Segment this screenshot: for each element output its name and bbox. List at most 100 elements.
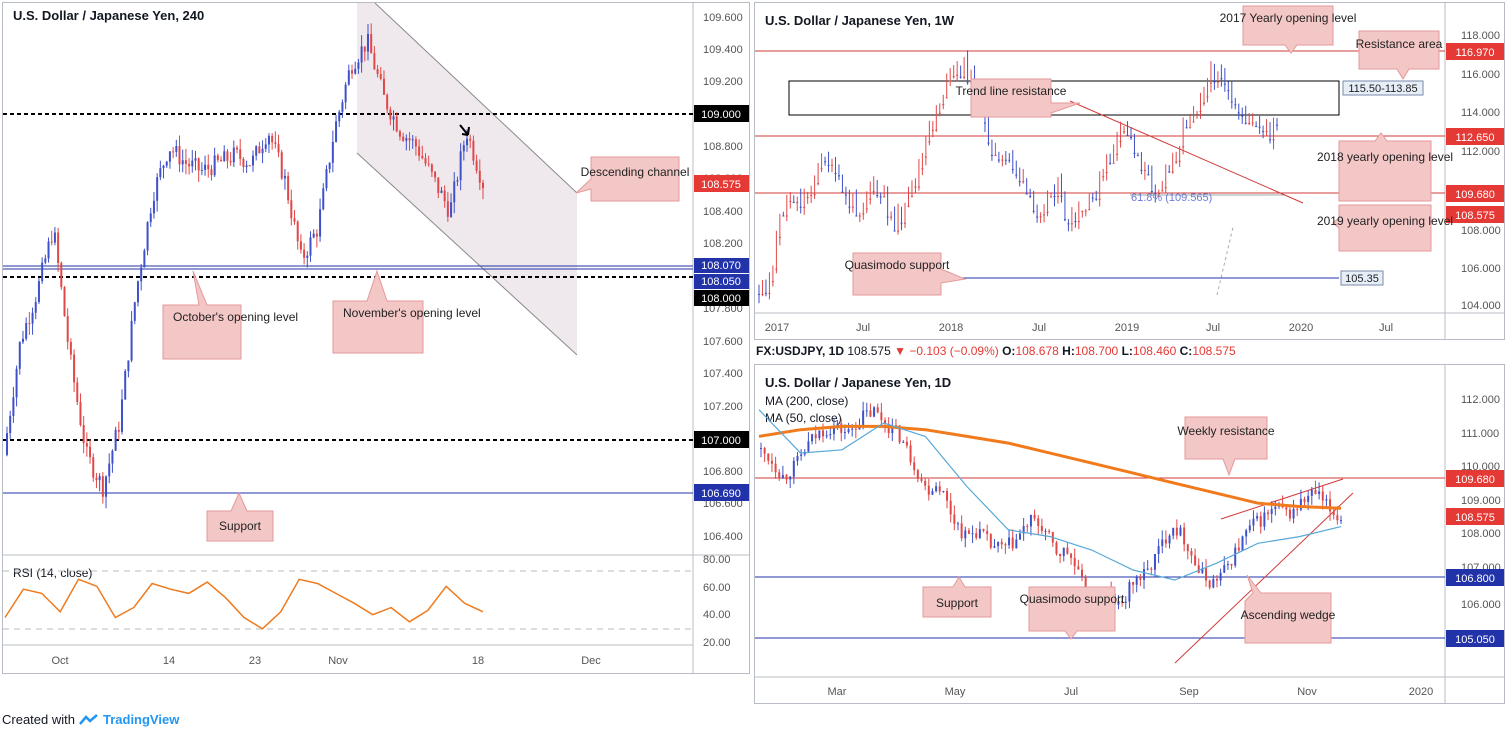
svg-text:Quasimodo support: Quasimodo support	[1020, 592, 1125, 606]
candle-body	[760, 447, 762, 449]
tag-107000: 107.000	[701, 435, 741, 447]
candle-body	[130, 320, 133, 361]
header-symbol: FX:USDJPY, 1D	[756, 344, 845, 358]
candle-body	[12, 397, 15, 416]
candle-body	[1062, 547, 1065, 557]
y-tick-label: 104.000	[1461, 300, 1501, 312]
candle-body	[1314, 490, 1317, 495]
candle-body	[1192, 121, 1195, 123]
h4-chart-panel[interactable]: U.S. Dollar / Japanese Yen, 240 109.600 1…	[2, 2, 750, 674]
svg-text:2018 yearly opening level: 2018 yearly opening level	[1317, 150, 1453, 164]
svg-text:Descending channel: Descending channel	[581, 165, 690, 179]
candle-body	[1153, 553, 1156, 570]
candle-body	[1150, 568, 1153, 570]
h4-title: U.S. Dollar / Japanese Yen, 240	[13, 8, 204, 23]
candle-body	[1004, 544, 1007, 546]
daily-x-axis: Mar May Jul Sep Nov 2020	[828, 686, 1434, 698]
candle-body	[466, 138, 469, 146]
candle-body	[1032, 210, 1035, 212]
candle-body	[891, 425, 894, 434]
candle-body	[886, 216, 889, 218]
candle-body	[117, 429, 120, 432]
svg-text:Support: Support	[219, 519, 262, 533]
candle-body	[1178, 160, 1181, 162]
candle-body	[1050, 196, 1053, 198]
daily-chart-panel[interactable]: U.S. Dollar / Japanese Yen, 1D MA (200, …	[754, 364, 1505, 704]
candle-body	[1237, 547, 1240, 551]
candle-body	[1258, 126, 1261, 128]
candle-body	[1212, 579, 1215, 588]
candle-body	[105, 476, 108, 497]
candle-body	[1039, 216, 1042, 218]
candle-body	[820, 168, 823, 170]
dtag-105050: 105.050	[1455, 634, 1495, 646]
header-c-label: C:	[1179, 344, 1193, 358]
candle-body	[152, 200, 155, 214]
candle-body	[913, 462, 916, 471]
candle-body	[883, 196, 886, 198]
candle-body	[770, 460, 773, 464]
candle-body	[1015, 174, 1018, 176]
candle-body	[990, 155, 993, 157]
candle-body	[799, 206, 802, 208]
candle-body	[389, 109, 392, 120]
candle-body	[1140, 169, 1143, 171]
candle-body	[854, 428, 857, 430]
candle-body	[1033, 514, 1036, 519]
candle-body	[822, 430, 825, 437]
candle-body	[213, 155, 216, 176]
candle-body	[21, 338, 24, 343]
candle-body	[1037, 518, 1040, 526]
candle-body	[101, 476, 104, 497]
candle-body	[949, 80, 952, 82]
candle-body	[792, 202, 795, 204]
candle-body	[261, 148, 264, 154]
candle-body	[983, 122, 986, 124]
footer-brand[interactable]: TradingView	[102, 712, 180, 727]
candle-body	[905, 441, 908, 446]
candle-body	[1179, 527, 1182, 536]
candle-body	[768, 292, 771, 294]
candle-body	[1126, 134, 1129, 136]
svg-text:20.00: 20.00	[703, 637, 731, 649]
candle-body	[847, 429, 850, 433]
candle-body	[848, 206, 851, 208]
candle-body	[924, 480, 927, 486]
h4-chart-svg: U.S. Dollar / Japanese Yen, 240 109.600 1…	[3, 3, 749, 673]
candle-body	[1251, 122, 1254, 124]
candle-body	[778, 236, 781, 238]
candle-body	[1234, 547, 1237, 566]
candle-body	[69, 342, 72, 355]
candle-body	[1146, 568, 1149, 570]
candle-body	[1143, 569, 1146, 580]
tag-106690: 106.690	[701, 488, 741, 500]
candle-body	[831, 164, 834, 166]
candle-body	[188, 163, 191, 167]
candle-body	[982, 529, 985, 531]
candle-body	[1213, 81, 1216, 83]
candle-body	[1123, 131, 1126, 133]
candle-body	[315, 233, 318, 237]
svg-text:Jul: Jul	[856, 322, 870, 334]
candle-body	[1077, 221, 1080, 223]
candle-body	[309, 237, 312, 256]
callout-ascending-wedge: Ascending wedge	[1241, 574, 1336, 644]
candle-body	[1157, 546, 1160, 554]
candle-body	[1332, 511, 1335, 516]
candle-body	[960, 523, 963, 539]
candle-body	[824, 161, 827, 163]
candle-body	[1248, 525, 1251, 531]
svg-text:Jul: Jul	[1032, 322, 1046, 334]
svg-text:Quasimodo support: Quasimodo support	[845, 258, 950, 272]
candle-body	[1055, 542, 1058, 554]
candle-body	[95, 477, 98, 481]
weekly-price-tags: 116.970 112.650 109.680 108.575	[1446, 43, 1504, 223]
y-tick-label: 106.800	[703, 466, 743, 478]
callout-quasimodo-weekly: Quasimodo support	[845, 252, 967, 296]
candle-body	[1199, 111, 1202, 113]
weekly-chart-panel[interactable]: U.S. Dollar / Japanese Yen, 1W 61.8% (10…	[754, 2, 1505, 340]
candle-body	[274, 142, 277, 145]
candle-body	[1321, 491, 1324, 501]
candle-body	[191, 160, 194, 167]
header-last: 108.575	[847, 344, 891, 358]
